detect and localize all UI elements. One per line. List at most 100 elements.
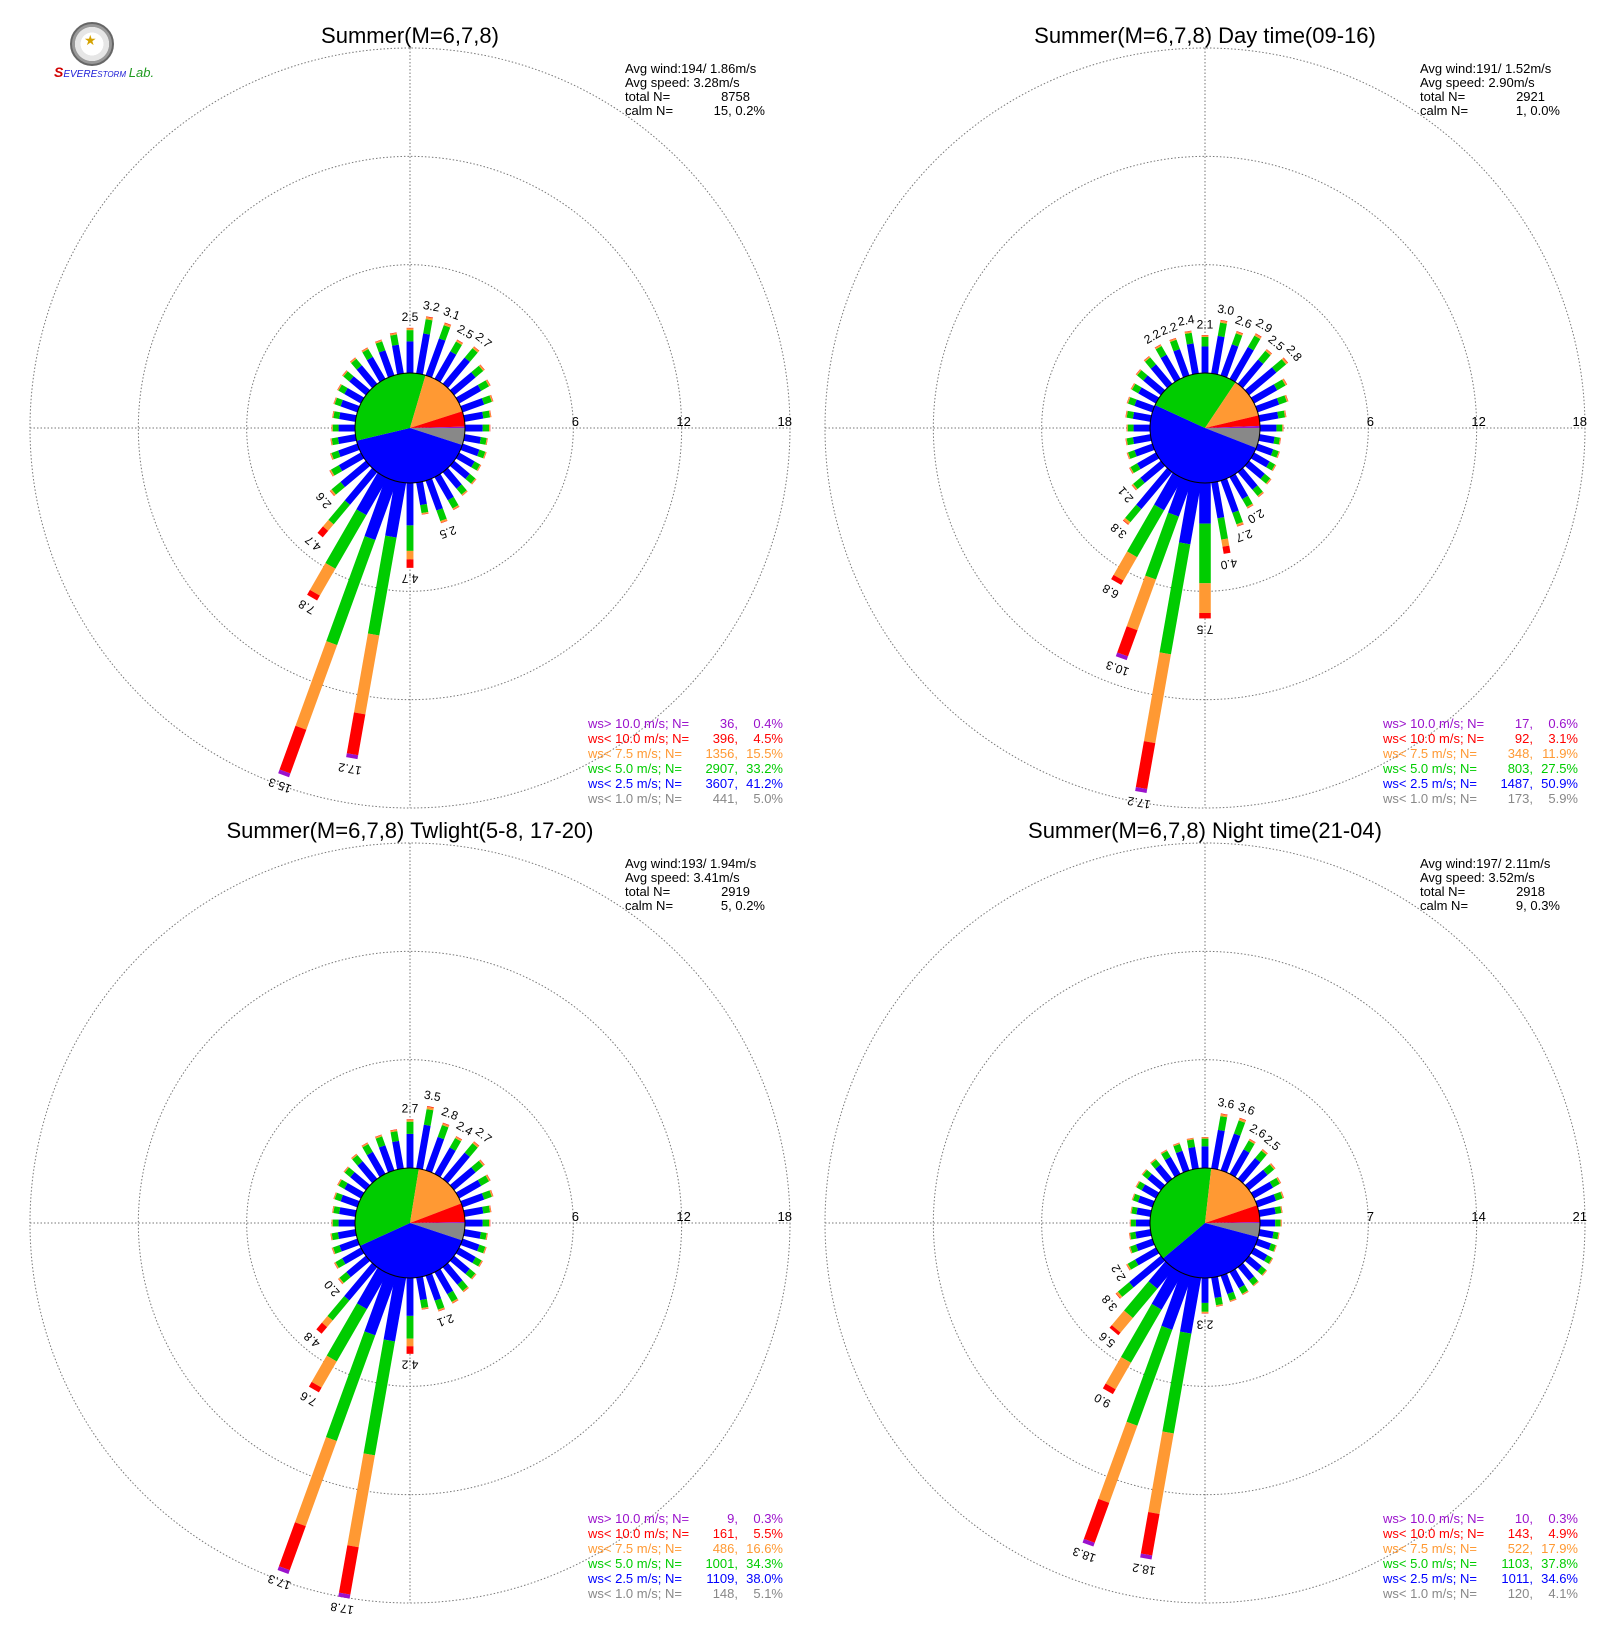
rose-bar-segment — [1173, 349, 1190, 378]
rose-bar-segment — [337, 1179, 342, 1186]
rose-bar-segment — [1136, 1207, 1152, 1217]
rose-bar-segment — [443, 323, 451, 328]
rose-bar-segment — [442, 1123, 450, 1128]
rose-bar-segment — [477, 1175, 490, 1186]
rose-bar-segment — [1284, 410, 1287, 418]
legend-count: 1487, — [1500, 776, 1533, 791]
legend-label: ws< 2.5 m/s; N= — [587, 1571, 682, 1586]
rose-bar-segment — [1221, 538, 1230, 547]
legend-count: 1109, — [706, 1571, 738, 1586]
rose-bar-segment — [421, 511, 429, 515]
legend-label: ws< 5.0 m/s; N= — [1382, 761, 1477, 776]
rose-bar-segment — [455, 452, 475, 468]
bar-value-label: 2.6 — [1233, 313, 1254, 332]
rose-bar-segment — [1260, 473, 1271, 484]
legend-percent: 5.1% — [753, 1586, 783, 1601]
rose-bar-segment — [455, 1247, 476, 1263]
rose-bar-segment — [1135, 1247, 1160, 1266]
rose-bar-segment — [471, 1160, 484, 1173]
rose-bar-segment — [1285, 394, 1289, 402]
bar-value-label: 2.1 — [435, 1311, 456, 1330]
rose-bar-segment — [1283, 410, 1287, 418]
rose-bar-segment — [333, 1192, 337, 1200]
rose-bar-segment — [1261, 1149, 1268, 1155]
rose-bar-segment — [1270, 1163, 1276, 1169]
rose-bar-segment — [481, 1190, 492, 1200]
rose-bar-segment — [362, 1143, 373, 1156]
rose-bar-segment — [477, 449, 486, 459]
rose-bar-segment — [364, 1272, 397, 1336]
rose-bar-segment — [423, 319, 433, 335]
rose-bar-segment — [1128, 1246, 1132, 1254]
legend-label: ws< 10.0 m/s; N= — [1382, 1526, 1484, 1541]
rose-bar-segment — [1160, 354, 1181, 383]
rose-bar-segment — [1274, 1245, 1277, 1252]
rose-bar-segment — [1155, 345, 1167, 359]
rose-bar-segment — [337, 1229, 357, 1240]
rose-bar-segment — [1254, 333, 1262, 340]
rose-bar-segment — [1131, 483, 1138, 491]
rose-bar-segment — [1270, 449, 1279, 458]
total-n-label: total N= — [625, 884, 670, 899]
rose-bar-segment — [436, 508, 447, 522]
legend-percent: 16.6% — [746, 1541, 783, 1556]
rose-bar-segment — [383, 1276, 407, 1342]
total-n-label: total N= — [1420, 884, 1465, 899]
rose-bar-segment — [1143, 355, 1150, 361]
rose-bar-segment — [1232, 510, 1243, 525]
rose-bar-segment — [1261, 1269, 1267, 1276]
rose-bar-segment — [1199, 523, 1211, 584]
rose-bar-segment — [481, 395, 492, 405]
calm-n-label: calm N= — [625, 103, 673, 118]
rose-bar-segment — [1122, 519, 1129, 525]
rose-bar-segment — [1201, 335, 1209, 337]
rose-bar-segment — [1276, 1177, 1281, 1184]
rose-bar-segment — [1162, 1331, 1192, 1434]
rose-bar-segment — [489, 1205, 492, 1213]
pie-slice — [1155, 372, 1236, 428]
rose-bar-segment-gt10 — [277, 1566, 290, 1574]
rose-bar-segment — [485, 1174, 491, 1182]
rose-bar-segment — [1229, 1268, 1245, 1289]
rose-bar-segment — [1277, 451, 1280, 459]
rose-bar-segment — [1111, 1310, 1133, 1333]
rose-bar-segment — [325, 509, 367, 569]
bar-value-label: 3.1 — [441, 304, 462, 323]
bar-value-label: 18.3 — [1071, 1544, 1098, 1565]
rose-bar-segment — [1258, 434, 1275, 444]
rose-bar-segment — [331, 424, 333, 432]
rose-bar-segment — [1126, 1263, 1132, 1271]
rose-bar-segment — [479, 1232, 487, 1240]
rose-bar-segment — [1105, 1357, 1131, 1390]
rose-bar-segment — [486, 1174, 491, 1181]
pie-slice — [410, 375, 463, 428]
legend-count: 173, — [1508, 791, 1533, 806]
legend-percent: 3.1% — [1548, 731, 1578, 746]
legend-count: 2907, — [705, 761, 738, 776]
rose-bar-segment — [1141, 1184, 1160, 1199]
rose-bar-segment — [1201, 1311, 1209, 1314]
legend-percent: 5.0% — [753, 791, 783, 806]
rose-bar-segment — [1098, 1421, 1138, 1503]
bar-value-label: 7.6 — [297, 1388, 319, 1409]
legend-label: ws< 5.0 m/s; N= — [587, 1556, 682, 1571]
rose-bar-segment — [484, 1247, 487, 1254]
rose-bar-segment — [1142, 1169, 1152, 1180]
rose-bar-segment — [1137, 1195, 1155, 1208]
ring-label: 12 — [676, 1209, 690, 1224]
chart-title: Summer(M=6,7,8) Day time(09-16) — [1034, 23, 1376, 48]
rose-bar-segment — [339, 1271, 351, 1284]
rose-bar-segment — [490, 1189, 494, 1197]
rose-bar-segment — [1201, 1146, 1209, 1168]
rose-bar-segment — [1168, 477, 1192, 517]
rose-bar-segment — [362, 348, 373, 361]
rose-bar-segment — [489, 424, 491, 432]
rose-bar-segment — [367, 535, 397, 636]
rose-bar-segment — [1247, 504, 1254, 509]
legend-label: ws< 5.0 m/s; N= — [1382, 1556, 1477, 1571]
rose-bar-segment — [1129, 1231, 1137, 1240]
rose-bar-segment — [1130, 1244, 1139, 1254]
speed-pie — [1149, 1167, 1261, 1279]
legend-label: ws< 10.0 m/s; N= — [1382, 731, 1484, 746]
rose-bar-segment — [1129, 467, 1133, 474]
